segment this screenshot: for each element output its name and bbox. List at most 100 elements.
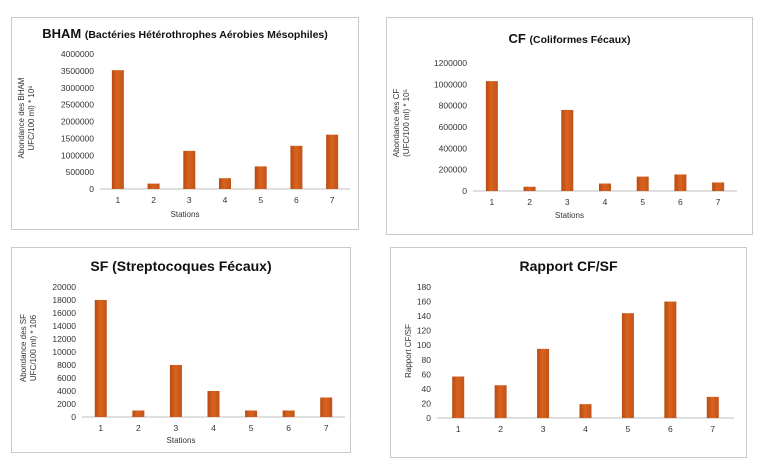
- x-tick-label: 3: [174, 423, 179, 433]
- x-tick-label: 4: [603, 197, 608, 207]
- y-tick-label: 0: [71, 412, 76, 422]
- y-tick-label: 20000: [52, 282, 76, 292]
- x-tick-label: 2: [151, 195, 156, 205]
- bar-station-6: [664, 301, 677, 418]
- bar-station-7: [706, 396, 719, 418]
- bar-station-2: [494, 385, 507, 418]
- x-tick-label: 1: [115, 195, 120, 205]
- x-tick-label: 5: [640, 197, 645, 207]
- bar-station-3: [537, 348, 550, 418]
- chart-title: Rapport CF/SF: [519, 258, 618, 274]
- y-tick-label: 10000: [52, 347, 76, 357]
- x-tick-label: 3: [565, 197, 570, 207]
- x-axis-label: Stations: [555, 211, 584, 220]
- y-tick-label: 0: [89, 184, 94, 194]
- x-tick-label: 2: [136, 423, 141, 433]
- y-tick-label: 14000: [52, 321, 76, 331]
- bar-station-6: [290, 145, 303, 189]
- x-tick-label: 4: [583, 424, 588, 434]
- y-tick-label: 1500000: [61, 133, 94, 143]
- bar-station-1: [452, 376, 465, 418]
- y-tick-label: 1200000: [434, 58, 467, 68]
- chart-plot-ratio: 0 20 40 60 80 100 120 140 160 180 1 2 3 4 5 6 7: [417, 282, 734, 434]
- y-tick-label: 4000: [57, 386, 76, 396]
- chart-plot-cf: 0 200000 400000 600000 800000 1000000 1200000 1…: [434, 58, 737, 207]
- bar-station-1: [111, 70, 124, 189]
- y-tick-label: 120: [417, 326, 431, 336]
- bar-station-1: [485, 81, 498, 191]
- x-tick-label: 4: [223, 195, 228, 205]
- bar-station-5: [636, 176, 649, 191]
- bar-station-2: [132, 410, 145, 417]
- y-tick-label: 2000: [57, 399, 76, 409]
- x-tick-label: 4: [211, 423, 216, 433]
- x-tick-label: 6: [668, 424, 673, 434]
- y-tick-label: 16000: [52, 308, 76, 318]
- y-tick-label: 80: [422, 355, 432, 365]
- y-tick-label: 3500000: [61, 66, 94, 76]
- x-tick-label: 7: [710, 424, 715, 434]
- chart-subtitle: (Coliformes Fécaux): [529, 34, 631, 46]
- y-tick-label: 3000000: [61, 83, 94, 93]
- chart-subtitle: (Bactéries Hétérothrophes Aérobies Mésop…: [84, 29, 328, 41]
- bar-station-5: [621, 313, 634, 418]
- chart-panel-bham: BHAM (Bactéries Hétérothrophes Aérobies …: [11, 17, 359, 230]
- bar-station-5: [254, 166, 267, 189]
- x-tick-label: 7: [324, 423, 329, 433]
- y-tick-label: 20: [422, 398, 432, 408]
- x-tick-label: 7: [716, 197, 721, 207]
- bar-station-3: [183, 150, 196, 189]
- bar-station-2: [523, 186, 536, 191]
- y-tick-label: 1000000: [61, 150, 94, 160]
- y-tick-label: 40: [422, 384, 432, 394]
- bar-station-6: [282, 410, 295, 417]
- y-tick-label: 400000: [439, 143, 468, 153]
- y-tick-label: 180: [417, 282, 431, 292]
- y-tick-label: 0: [426, 413, 431, 423]
- bar-station-6: [674, 174, 687, 191]
- chart-panel-ratio: Rapport CF/SF Rapport CF/SF 0 20 40 60 80 100…: [390, 247, 747, 458]
- y-tick-label: 0: [462, 186, 467, 196]
- x-tick-label: 1: [489, 197, 494, 207]
- bar-station-7: [712, 182, 725, 191]
- chart-title: BHAM (Bactéries Hétérothrophes Aérobies …: [42, 26, 328, 41]
- chart-subtitle: (Streptocoques Fécaux): [112, 258, 272, 274]
- x-tick-label: 5: [258, 195, 263, 205]
- y-tick-label: 600000: [439, 122, 468, 132]
- bar-station-1: [94, 300, 107, 417]
- x-tick-label: 1: [456, 424, 461, 434]
- x-tick-label: 2: [498, 424, 503, 434]
- x-tick-label: 6: [678, 197, 683, 207]
- chart-title: CF (Coliformes Fécaux): [508, 31, 631, 46]
- y-tick-label: 2000000: [61, 117, 94, 127]
- x-tick-label: 3: [541, 424, 546, 434]
- chart-plot-sf: 0 2000 4000 6000 8000 10000 12000 14000 16000 180…: [52, 282, 345, 433]
- y-tick-label: 200000: [439, 165, 468, 175]
- x-tick-label: 2: [527, 197, 532, 207]
- y-tick-label: 100: [417, 340, 431, 350]
- x-axis-label: Stations: [166, 436, 196, 445]
- y-tick-label: 500000: [66, 167, 95, 177]
- bar-station-4: [219, 178, 231, 189]
- chart-title: SF (Streptocoques Fécaux): [90, 258, 272, 274]
- x-axis-label: Stations: [170, 210, 200, 219]
- bar-station-7: [320, 397, 333, 417]
- y-tick-label: 140: [417, 311, 431, 321]
- y-tick-label: 12000: [52, 334, 76, 344]
- y-tick-label: 1000000: [434, 79, 467, 89]
- y-tick-label: 4000000: [61, 49, 94, 59]
- y-tick-label: 8000: [57, 360, 76, 370]
- bar-station-3: [169, 365, 182, 417]
- y-tick-label: 800000: [439, 101, 468, 111]
- y-tick-label: 60: [422, 369, 432, 379]
- chart-panel-sf: SF (Streptocoques Fécaux) Abondance des …: [11, 247, 351, 453]
- chart-panel-cf: CF (Coliformes Fécaux) Abondance des CF(…: [386, 17, 753, 235]
- bar-station-2: [147, 183, 160, 189]
- x-tick-label: 7: [330, 195, 335, 205]
- bar-station-4: [579, 404, 592, 418]
- x-tick-label: 3: [187, 195, 192, 205]
- x-tick-label: 6: [286, 423, 291, 433]
- bar-station-7: [326, 134, 339, 189]
- x-tick-label: 5: [249, 423, 254, 433]
- bar-station-3: [561, 109, 574, 191]
